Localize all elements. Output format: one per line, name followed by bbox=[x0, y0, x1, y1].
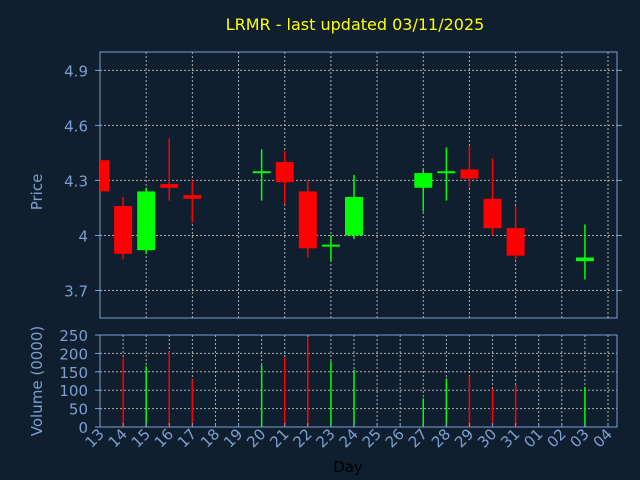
candle-body bbox=[183, 195, 202, 199]
candle-body bbox=[506, 228, 525, 256]
volume-tick-label: 200 bbox=[59, 345, 88, 363]
volume-axis-label: Volume (0000) bbox=[28, 326, 46, 436]
candle-body bbox=[252, 171, 271, 174]
volume-tick-label: 50 bbox=[69, 401, 88, 419]
candle-body bbox=[298, 191, 317, 249]
candle-body bbox=[483, 198, 502, 229]
volume-tick-label: 0 bbox=[78, 419, 88, 437]
price-tick-label: 4.9 bbox=[64, 62, 88, 80]
candle-body bbox=[100, 160, 109, 192]
candle-body bbox=[414, 173, 433, 188]
candle-body bbox=[275, 162, 294, 183]
volume-tick-label: 100 bbox=[59, 382, 88, 400]
candle-body bbox=[321, 244, 340, 247]
price-tick-label: 3.7 bbox=[64, 282, 88, 300]
volume-tick-label: 150 bbox=[59, 364, 88, 382]
price-tick-label: 4 bbox=[78, 227, 88, 245]
candle-body bbox=[345, 196, 363, 236]
candle-body bbox=[460, 169, 479, 179]
price-axis-label: Price bbox=[28, 174, 46, 211]
x-axis-label: Day bbox=[333, 458, 363, 476]
chart-title: LRMR - last updated 03/11/2025 bbox=[226, 15, 485, 34]
volume-panel-frame bbox=[99, 334, 618, 428]
candle-body bbox=[437, 171, 456, 174]
candle-body bbox=[137, 191, 156, 251]
candle-body bbox=[575, 257, 594, 262]
price-tick-label: 4.3 bbox=[64, 172, 88, 190]
candle-body bbox=[114, 206, 133, 254]
volume-tick-label: 250 bbox=[59, 327, 88, 345]
x-tick-label: 04 bbox=[590, 425, 616, 451]
candle-body bbox=[160, 184, 179, 188]
price-tick-label: 4.6 bbox=[64, 117, 88, 135]
